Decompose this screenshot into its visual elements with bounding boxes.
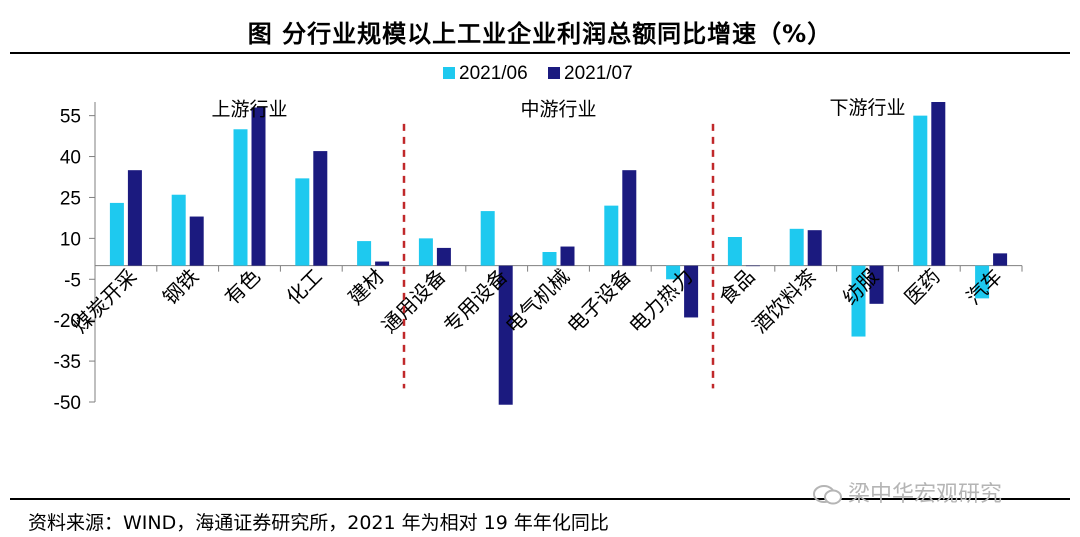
bar-2021-07 <box>251 107 266 266</box>
y-tick-label: -50 <box>54 393 81 414</box>
legend-label: 2021/06 <box>459 63 528 84</box>
y-tick-label: 25 <box>60 188 81 209</box>
bar-2021-06 <box>418 238 433 266</box>
watermark-text: 梁中华宏观研究 <box>848 482 1003 507</box>
bar-2021-07 <box>807 230 822 266</box>
bar-2021-06 <box>851 265 866 337</box>
y-tick-label: -35 <box>54 352 81 373</box>
y-tick-label: -20 <box>54 311 81 332</box>
bar-2021-07 <box>436 247 451 266</box>
chart-title: 图 分行业规模以上工业企业利润总额同比增速（%） <box>247 20 833 48</box>
watermark: 梁中华宏观研究 <box>812 476 1002 508</box>
x-category-label: 通用设备 <box>377 264 451 338</box>
bar-2021-06 <box>604 205 619 266</box>
title-bar: 图 分行业规模以上工业企业利润总额同比增速（%） <box>10 8 1070 54</box>
bar-2021-07 <box>684 265 699 318</box>
y-tick-label: -5 <box>64 270 81 291</box>
legend-swatch <box>548 67 560 79</box>
group-label: 中游行业 <box>520 98 596 120</box>
x-category-label: 有色 <box>220 264 265 309</box>
legend: 2021/06 2021/07 <box>443 63 633 84</box>
y-tick-label: 55 <box>60 107 81 128</box>
bar-2021-06 <box>542 252 557 266</box>
legend-label: 2021/07 <box>564 63 633 84</box>
bar-2021-07 <box>313 151 328 266</box>
bar-2021-06 <box>233 129 248 266</box>
bar-2021-06 <box>789 228 804 266</box>
footer-divider <box>10 498 1070 500</box>
bar-2021-06 <box>480 211 495 266</box>
bar-2021-06 <box>913 115 928 266</box>
source-note: 资料来源：WIND，海通证券研究所，2021 年为相对 19 年年化同比 <box>28 512 609 534</box>
group-label: 下游行业 <box>829 97 905 119</box>
bar-2021-07 <box>745 265 760 267</box>
bar-2021-07 <box>375 261 390 266</box>
x-category-label: 汽车 <box>961 264 1006 309</box>
bar-2021-07 <box>993 253 1008 266</box>
x-category-label: 食品 <box>714 264 759 309</box>
bar-2021-07 <box>931 102 946 266</box>
x-category-label: 电子设备 <box>562 264 636 338</box>
bar-2021-07 <box>127 170 142 266</box>
bar-2021-06 <box>666 265 681 280</box>
bar-2021-06 <box>357 241 372 266</box>
bar-2021-07 <box>189 216 204 266</box>
legend-swatch <box>443 67 455 79</box>
x-category-label: 酒饮料茶 <box>748 264 822 338</box>
group-label: 上游行业 <box>211 98 287 120</box>
bar-2021-07 <box>622 170 637 266</box>
bar-2021-07 <box>869 265 884 304</box>
bar-2021-07 <box>560 246 575 266</box>
bar-2021-06 <box>109 202 124 266</box>
bar-2021-06 <box>295 178 310 266</box>
x-category-label: 医药 <box>900 264 945 309</box>
x-category-label: 钢铁 <box>158 264 203 309</box>
x-category-label: 建材 <box>343 264 388 309</box>
bar-2021-07 <box>498 265 513 405</box>
wechat-icon <box>813 485 842 505</box>
y-tick-label: 10 <box>60 229 81 250</box>
bar-2021-06 <box>171 194 186 266</box>
bar-2021-06 <box>975 265 990 299</box>
y-tick-label: 40 <box>60 148 81 169</box>
bar-2021-06 <box>727 237 742 266</box>
x-category-label: 化工 <box>282 264 327 309</box>
